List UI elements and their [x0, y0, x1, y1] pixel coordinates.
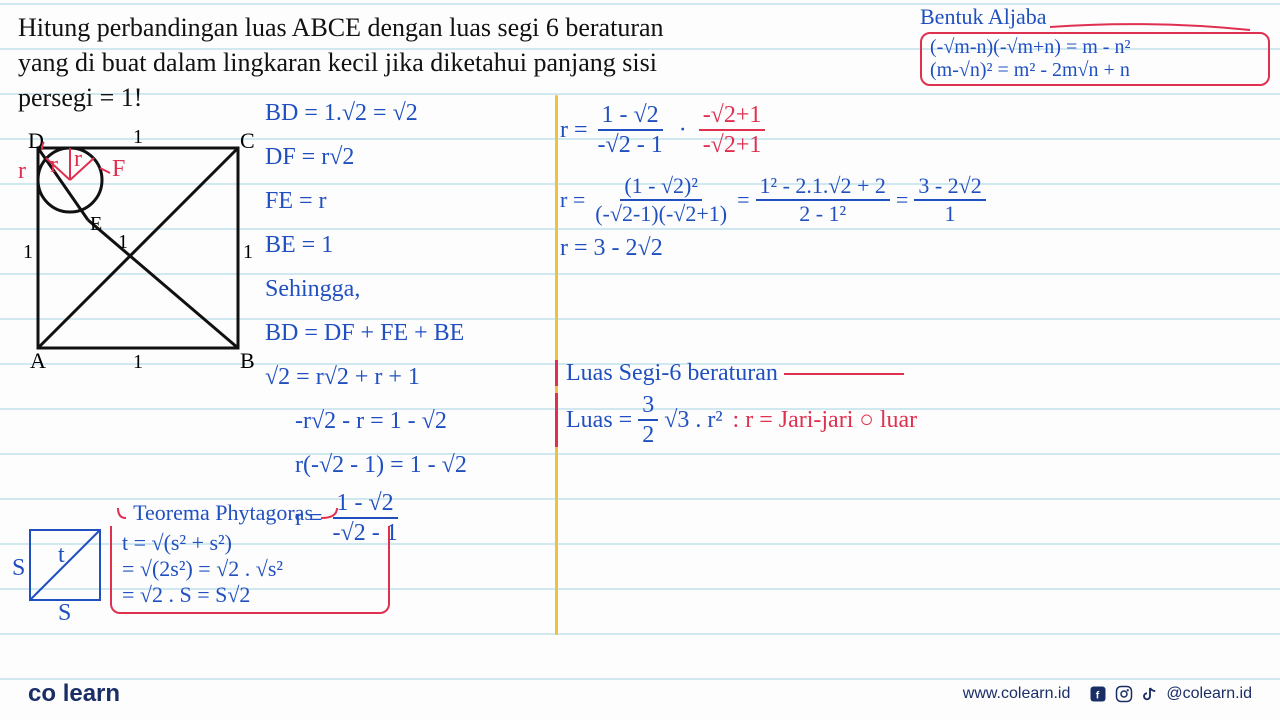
tiktok-icon — [1140, 684, 1160, 704]
page-content: Hitung perbandingan luas ABCE dengan lua… — [0, 0, 1280, 125]
pyth-bracket-top2 — [319, 506, 339, 520]
sq-s-left: S — [12, 555, 25, 581]
c1-l4: BE = 1 — [265, 232, 467, 276]
pyth-l2: = √(2s²) = √2 . √s² — [122, 556, 378, 582]
pyth-l3: = √2 . S = S√2 — [122, 582, 378, 608]
facebook-icon: f — [1088, 684, 1108, 704]
luas-rnote: : r = Jari-jari ○ luar — [733, 407, 918, 434]
luas-title: Luas Segi-6 beraturan — [555, 360, 778, 386]
c2-r1-md: -√2+1 — [699, 131, 766, 157]
luas-post: √3 . r² — [664, 407, 722, 434]
side-right: 1 — [243, 241, 253, 263]
c2-r2-den: (-√2-1)(-√2+1) — [591, 201, 731, 225]
sq-s-bottom: S — [58, 600, 71, 626]
pythagoras-box: Teorema Phytagoras t = √(s² + s²) = √(2s… — [110, 500, 390, 614]
r-mark-1: r — [50, 152, 58, 178]
footer-url: www.colearn.id — [963, 685, 1071, 703]
side-bottom: 1 — [133, 351, 143, 373]
pyth-bracket-top — [116, 506, 128, 520]
c2-r2-mn: 1² - 2.1.√2 + 2 — [756, 175, 890, 201]
working-col1: BD = 1.√2 = √2 DF = r√2 FE = r BE = 1 Se… — [265, 100, 467, 540]
c1-l8: -r√2 - r = 1 - √2 — [295, 408, 467, 452]
c1-l7: √2 = r√2 + r + 1 — [265, 364, 467, 408]
side-top: 1 — [133, 128, 143, 148]
problem-line3: persegi = 1! — [18, 83, 142, 112]
sq-t: t — [58, 542, 65, 568]
label-c: C — [240, 128, 255, 153]
footer-right: www.colearn.id f @colearn.id — [963, 684, 1252, 704]
problem-line1: Hitung perbandingan luas ABCE dengan lua… — [18, 13, 664, 42]
small-square-diagram: t S S — [10, 520, 110, 630]
footer-handle: @colearn.id — [1166, 685, 1252, 703]
luas-num: 3 — [638, 393, 658, 421]
luas-pre: Luas = — [566, 407, 632, 434]
label-a: A — [30, 348, 46, 373]
side-left: 1 — [23, 241, 33, 263]
diag-mark: 1 — [118, 231, 128, 253]
c1-l3: FE = r — [265, 188, 467, 232]
luas-connector — [784, 369, 904, 379]
c2-r2: r = (1 - √2)² (-√2-1)(-√2+1) = 1² - 2.1.… — [560, 165, 986, 235]
c2-r2-md: 2 - 1² — [795, 201, 850, 225]
c1-l5: Sehingga, — [265, 276, 467, 320]
r-label-outer: r — [18, 158, 26, 184]
c1-l6: BD = DF + FE + BE — [265, 320, 467, 364]
pyth-l1: t = √(s² + s²) — [122, 530, 378, 556]
r-mark-2: r — [74, 146, 82, 172]
social-icons: f @colearn.id — [1088, 684, 1252, 704]
pyth-title: Teorema Phytagoras — [133, 500, 313, 525]
c2-r3: r = 3 - 2√2 — [560, 235, 986, 279]
f-label: F — [112, 156, 125, 182]
footer: co learn www.colearn.id f @colearn.id — [0, 680, 1280, 708]
hexagon-area-box: Luas Segi-6 beraturan Luas = 3 2 √3 . r²… — [555, 360, 917, 447]
instagram-icon — [1114, 684, 1134, 704]
c2-r2-en: 3 - 2√2 — [914, 175, 985, 201]
brand-logo: co learn — [28, 680, 120, 708]
problem-line2: yang di buat dalam lingkaran kecil jika … — [18, 48, 657, 77]
c2-r1-den: -√2 - 1 — [594, 131, 667, 157]
c1-l2: DF = r√2 — [265, 144, 467, 188]
c2-r2-num: (1 - √2)² — [620, 175, 702, 201]
c2-r2-pre: r = — [560, 187, 585, 213]
luas-den: 2 — [638, 421, 658, 447]
brand-learn: learn — [63, 680, 120, 707]
problem-statement: Hitung perbandingan luas ABCE dengan lua… — [18, 10, 1262, 115]
c2-r2-ed: 1 — [941, 201, 960, 225]
svg-text:f: f — [1096, 690, 1100, 702]
label-e: E — [90, 213, 102, 235]
brand-co: co — [28, 680, 56, 707]
label-b: B — [240, 348, 255, 373]
geometry-diagram: r r r F 1 1 1 1 1 D C A B E — [18, 128, 258, 378]
